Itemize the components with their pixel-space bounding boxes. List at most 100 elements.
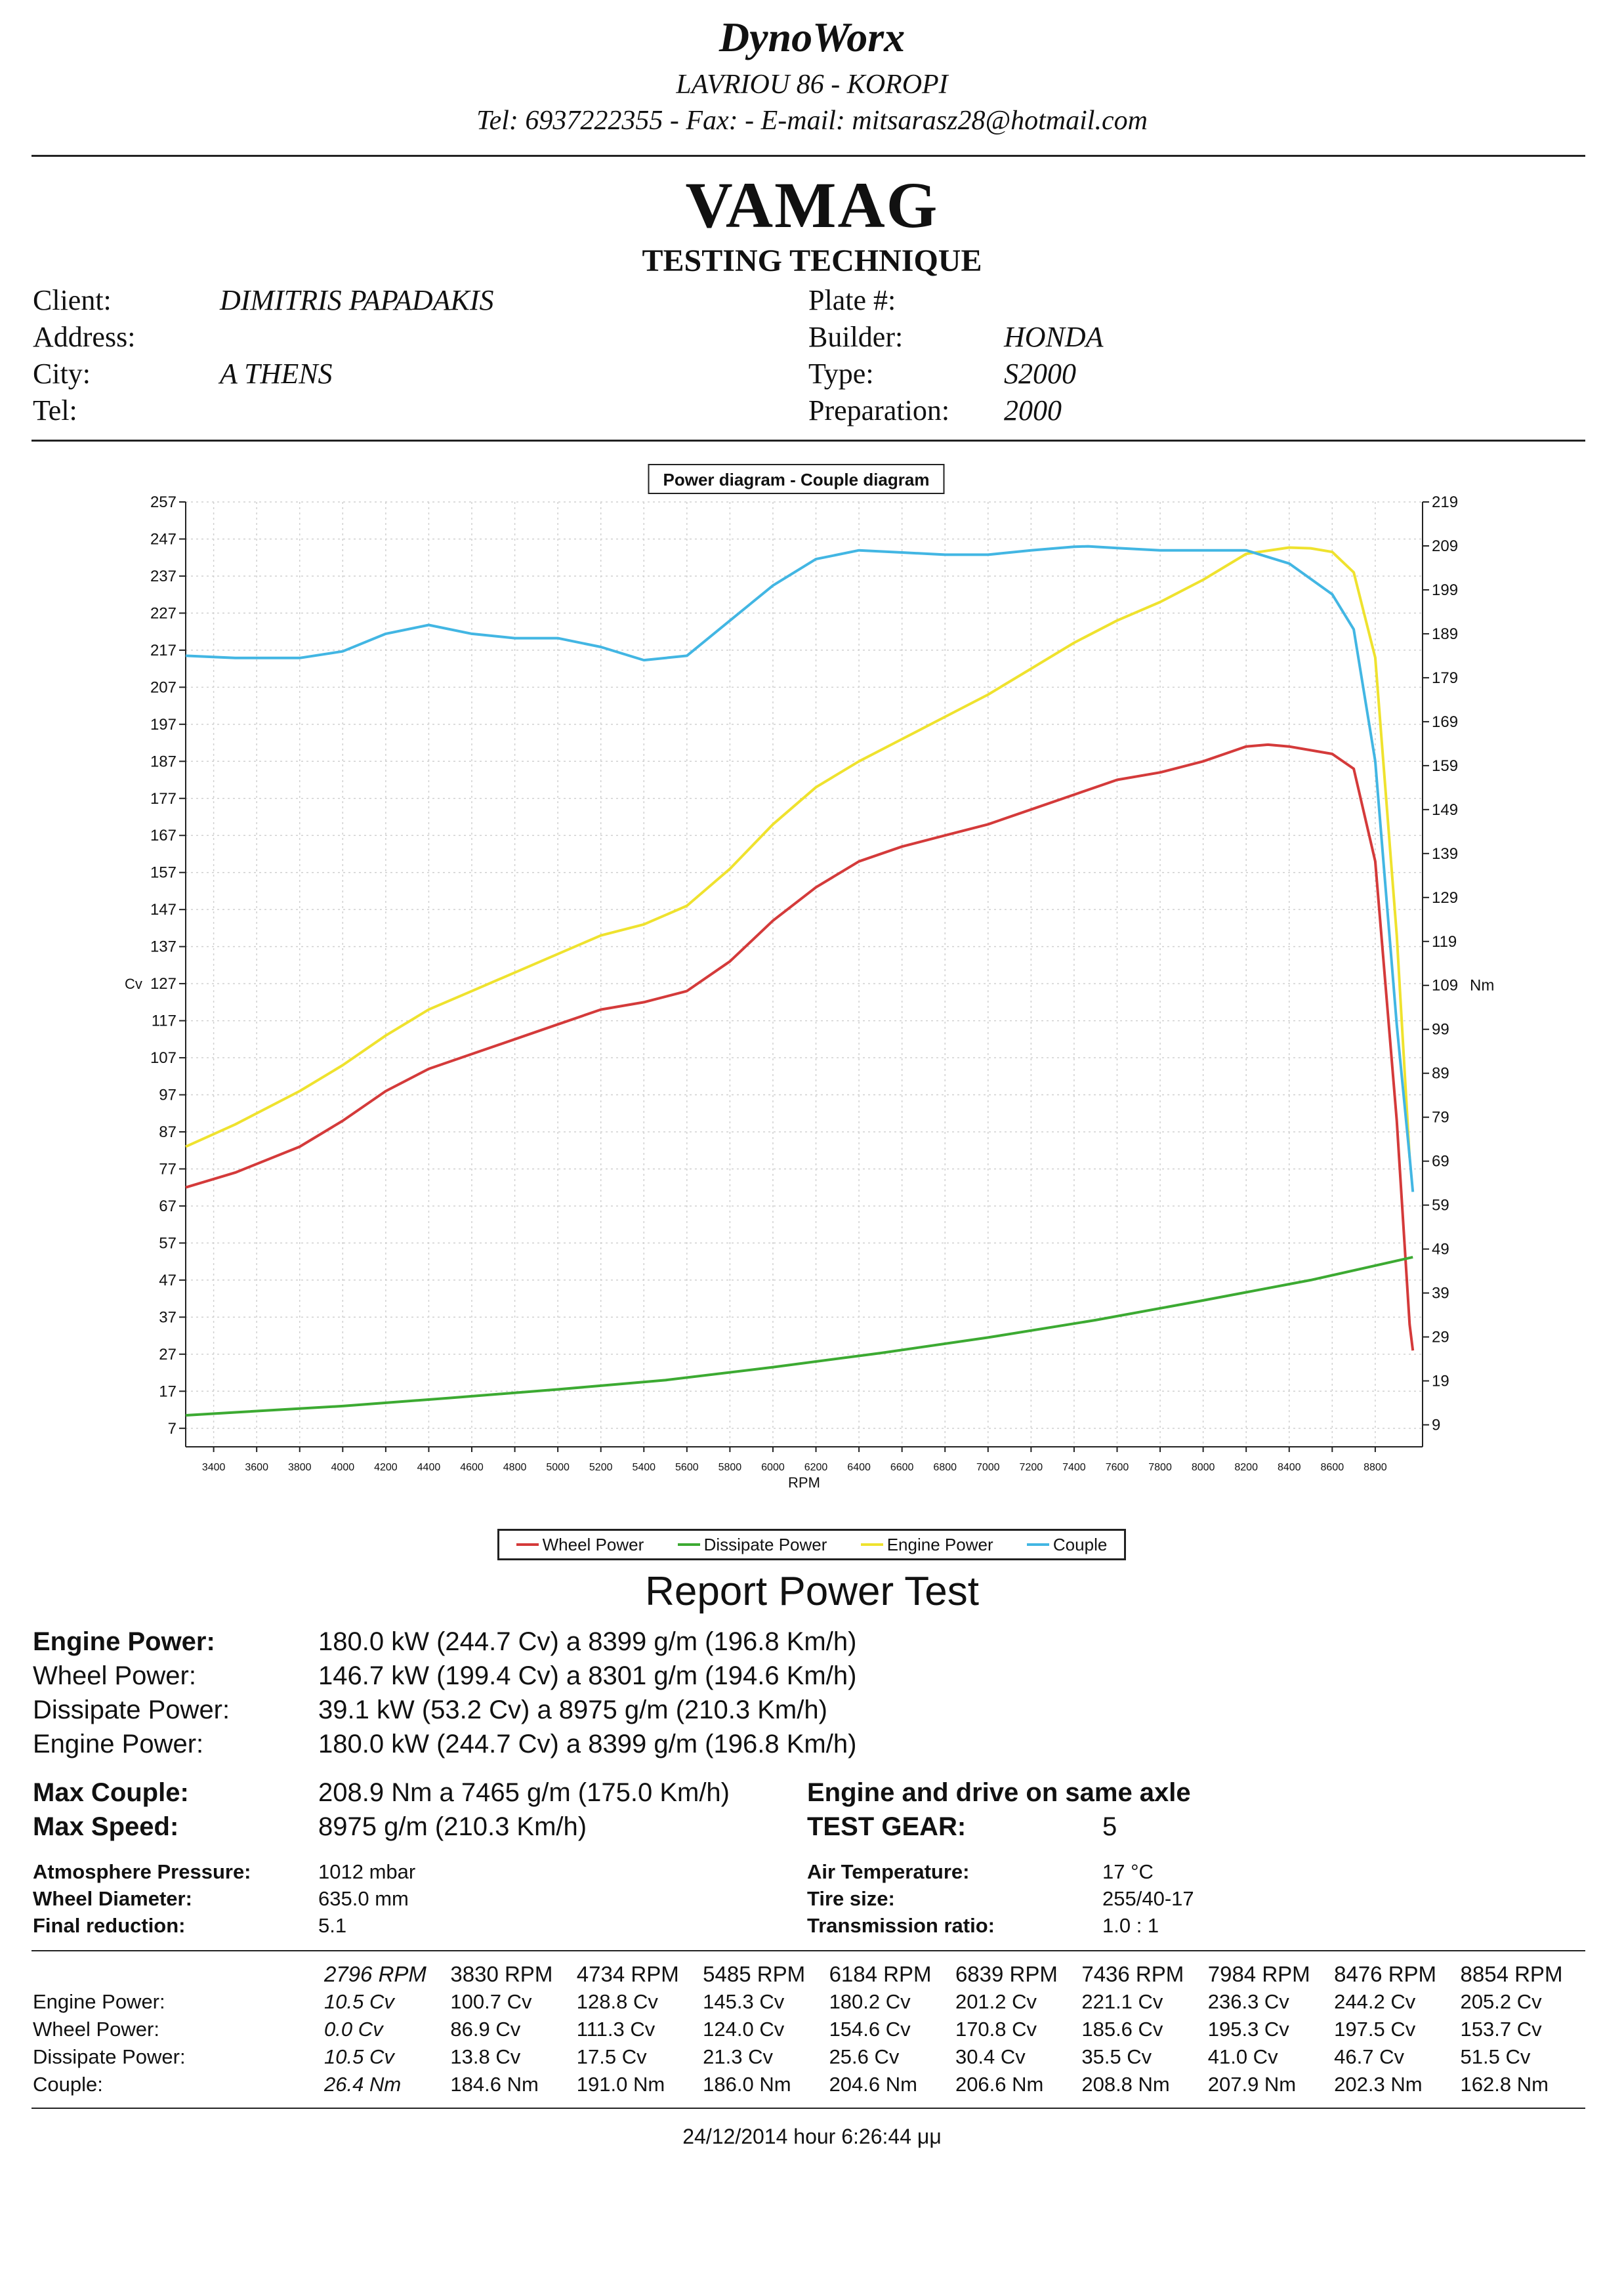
preparation-label: Preparation: [808, 394, 950, 426]
x-tick-label: 7600 [1106, 1462, 1129, 1473]
y2-tick-label: 209 [1432, 537, 1458, 555]
rpm-cell: 7984 RPM [1207, 1962, 1310, 1986]
wheel-diameter-value: 635.0 mm [318, 1887, 409, 1910]
transmission-ratio-value: 1.0 : 1 [1102, 1914, 1159, 1937]
sample-cell: 51.5 Cv [1460, 2045, 1531, 2068]
sample-cell: 195.3 Cv [1207, 2018, 1289, 2041]
y2-tick-label: 189 [1432, 625, 1458, 643]
builder-value: HONDA [1004, 321, 1104, 353]
sample-cell: 153.7 Cv [1460, 2018, 1542, 2041]
y-tick-label: 97 [159, 1087, 177, 1104]
x-tick-label: 3400 [202, 1462, 226, 1473]
rpm-cell: 4734 RPM [576, 1962, 679, 1986]
samples-bottom-divider [31, 2108, 1585, 2109]
builder-label: Builder: [808, 321, 904, 353]
tire-size-value: 255/40-17 [1102, 1887, 1194, 1910]
y2-tick-label: 79 [1432, 1109, 1449, 1127]
sample-cell: 86.9 Cv [450, 2018, 521, 2041]
sample-cell: 204.6 Nm [829, 2073, 917, 2096]
city-value: A THENS [220, 358, 333, 390]
sample-cell: 13.8 Cv [450, 2045, 521, 2068]
sample-cell: 41.0 Cv [1207, 2045, 1278, 2068]
y-tick-label: 87 [159, 1123, 177, 1141]
sample-cell: 244.2 Cv [1334, 1990, 1416, 2013]
y-tick-label: 147 [150, 901, 177, 919]
test-gear-value: 5 [1102, 1812, 1117, 1841]
row-label: Couple: [33, 2073, 103, 2096]
rpm-cell: 7436 RPM [1081, 1962, 1184, 1986]
address-label: Address: [33, 321, 136, 353]
sample-cell: 25.6 Cv [829, 2045, 900, 2068]
x-tick-label: 8800 [1364, 1462, 1387, 1473]
y-tick-label: 107 [150, 1049, 177, 1067]
x-tick-label: 7400 [1062, 1462, 1086, 1473]
y-tick-label: 177 [150, 790, 177, 808]
samples-wheel-power-row: Wheel Power: 0.0 Cv 86.9 Cv 111.3 Cv 124… [31, 2016, 1585, 2043]
wheel-diameter-label: Wheel Diameter: [33, 1887, 192, 1910]
y-tick-label: 217 [150, 642, 177, 659]
y2-tick-label: 69 [1432, 1153, 1449, 1171]
x-tick-label: 6800 [933, 1462, 957, 1473]
sample-cell: 205.2 Cv [1460, 1990, 1542, 2013]
x-tick-label: 8600 [1321, 1462, 1344, 1473]
y-tick-label: 187 [150, 753, 177, 770]
x-tick-label: 8200 [1234, 1462, 1258, 1473]
y2-tick-label: 169 [1432, 713, 1458, 731]
series-couple [185, 545, 1415, 1192]
sample-cell: 46.7 Cv [1334, 2045, 1404, 2068]
sample-cell: 100.7 Cv [450, 1990, 532, 2013]
sample-cell: 10.5 Cv [324, 2045, 394, 2068]
atmosphere-pressure-value: 1012 mbar [318, 1860, 416, 1883]
final-reduction-label: Final reduction: [33, 1914, 186, 1937]
y2-tick-label: 39 [1432, 1285, 1449, 1302]
sample-cell: 180.2 Cv [829, 1990, 911, 2013]
sample-cell: 186.0 Nm [703, 2073, 791, 2096]
y-tick-label: 257 [150, 493, 177, 511]
rpm-cell: 6839 RPM [955, 1962, 1058, 1986]
y-tick-label: 197 [150, 716, 177, 734]
legend-dissipate-power: Dissipate Power [677, 1535, 827, 1555]
y-axis-label: Cv [125, 976, 142, 992]
y-tick-label: 157 [150, 864, 177, 882]
sample-cell: 30.4 Cv [955, 2045, 1026, 2068]
y2-tick-label: 149 [1432, 801, 1458, 819]
chart-legend: Wheel Power Dissipate Power Engine Power… [497, 1529, 1126, 1560]
y2-tick-label: 49 [1432, 1241, 1449, 1258]
sample-cell: 17.5 Cv [576, 2045, 647, 2068]
x-tick-label: 3600 [245, 1462, 268, 1473]
sample-cell: 206.6 Nm [955, 2073, 1044, 2096]
rpm-cell: 8476 RPM [1334, 1962, 1437, 1986]
y-tick-label: 17 [159, 1383, 177, 1400]
row-label: Dissipate Power: [33, 2045, 186, 2068]
x-tick-label: 7200 [1020, 1462, 1043, 1473]
sample-cell: 10.5 Cv [324, 1990, 394, 2013]
report-line-value: 180.0 kW (244.7 Cv) a 8399 g/m (196.8 Km… [318, 1730, 857, 1758]
chart-title: Power diagram - Couple diagram [663, 470, 930, 489]
y-tick-label: 47 [159, 1272, 177, 1289]
tire-size-label: Tire size: [807, 1887, 895, 1910]
client-value: DIMITRIS PAPADAKIS [220, 284, 494, 316]
x-tick-label: 8400 [1278, 1462, 1301, 1473]
x-axis-label: RPM [788, 1474, 820, 1491]
sample-cell: 184.6 Nm [450, 2073, 539, 2096]
samples-table: 2796 RPM 3830 RPM 4734 RPM 5485 RPM 6184… [31, 1961, 1585, 2098]
y2-tick-label: 99 [1432, 1021, 1449, 1039]
company-name: DynoWorx [718, 14, 906, 60]
x-tick-label: 5800 [718, 1462, 742, 1473]
y2-tick-label: 129 [1432, 889, 1458, 907]
y2-tick-label: 9 [1432, 1417, 1440, 1434]
sample-cell: 0.0 Cv [324, 2018, 383, 2041]
dyno-chart: 7 17 27 37 47 57 67 77 87 97 107 117 127 137 147 157 167… [125, 464, 1494, 1491]
brand-subtitle: TESTING TECHNIQUE [642, 243, 982, 278]
sample-cell: 201.2 Cv [955, 1990, 1037, 2013]
atmosphere-pressure-label: Atmosphere Pressure: [33, 1860, 251, 1883]
y-tick-label: 117 [152, 1012, 177, 1030]
report-line-label: Engine Power: [33, 1627, 215, 1656]
max-couple-label: Max Couple: [33, 1778, 189, 1807]
x-tick-label: 4400 [417, 1462, 441, 1473]
report-line-label: Engine Power: [33, 1730, 204, 1758]
sample-cell: 124.0 Cv [703, 2018, 785, 2041]
chart-title-box [648, 464, 945, 494]
series-engine-power [185, 546, 1411, 1158]
x-tick-label: 5000 [546, 1462, 570, 1473]
